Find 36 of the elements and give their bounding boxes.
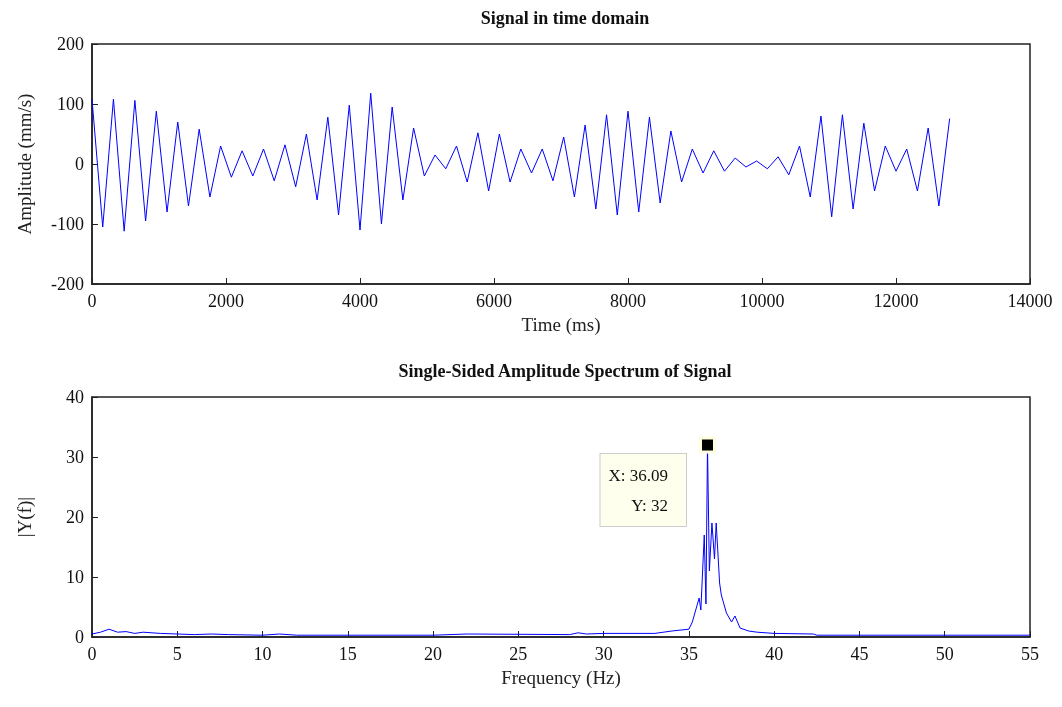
chart-title: Signal in time domain bbox=[480, 8, 650, 28]
y-tick-label: 20 bbox=[66, 507, 84, 527]
y-tick-label: 0 bbox=[75, 627, 84, 647]
x-tick-label: 25 bbox=[509, 644, 528, 664]
x-axis-title: Frequency (Hz) bbox=[501, 666, 621, 689]
x-axis-title: Time (ms) bbox=[521, 313, 601, 336]
x-tick-label: 14000 bbox=[1007, 291, 1053, 311]
x-tick-label: 8000 bbox=[610, 291, 646, 311]
x-tick-label: 20 bbox=[424, 644, 443, 664]
x-tick-label: 6000 bbox=[476, 291, 512, 311]
y-tick-label: 200 bbox=[57, 34, 84, 54]
annotation: X: 36.09 Y: 32 bbox=[608, 465, 668, 515]
y-tick-label: -100 bbox=[51, 214, 84, 234]
y-tick-label: -200 bbox=[51, 274, 84, 294]
x-tick-label: 10000 bbox=[739, 291, 785, 311]
line-series bbox=[91, 92, 951, 232]
x-tick-label: 2000 bbox=[208, 291, 244, 311]
y-tick-label: 100 bbox=[57, 94, 84, 114]
x-tick-label: 55 bbox=[1021, 644, 1039, 664]
x-tick-label: 50 bbox=[935, 644, 954, 664]
x-tick-label: 5 bbox=[172, 644, 182, 664]
y-tick-label: 30 bbox=[66, 447, 84, 467]
x-tick-label: 10 bbox=[253, 644, 272, 664]
y-tick-label: 10 bbox=[66, 567, 84, 587]
y-axis-title: Amplitude (mm/s) bbox=[14, 93, 36, 235]
x-tick-label: 35 bbox=[679, 644, 698, 664]
x-tick-label: 4000 bbox=[342, 291, 378, 311]
y-axis-title: |Y(f)| bbox=[14, 496, 36, 538]
x-tick-label: 40 bbox=[765, 644, 784, 664]
x-tick-label: 12000 bbox=[873, 291, 919, 311]
chart-title: Single-Sided Amplitude Spectrum of Signal bbox=[398, 361, 732, 381]
y-tick-label: 0 bbox=[75, 154, 84, 174]
y-tick-label: 40 bbox=[66, 387, 84, 407]
x-tick-label: 30 bbox=[594, 644, 613, 664]
x-tick-label: 45 bbox=[850, 644, 869, 664]
x-tick-label: 15 bbox=[338, 644, 357, 664]
